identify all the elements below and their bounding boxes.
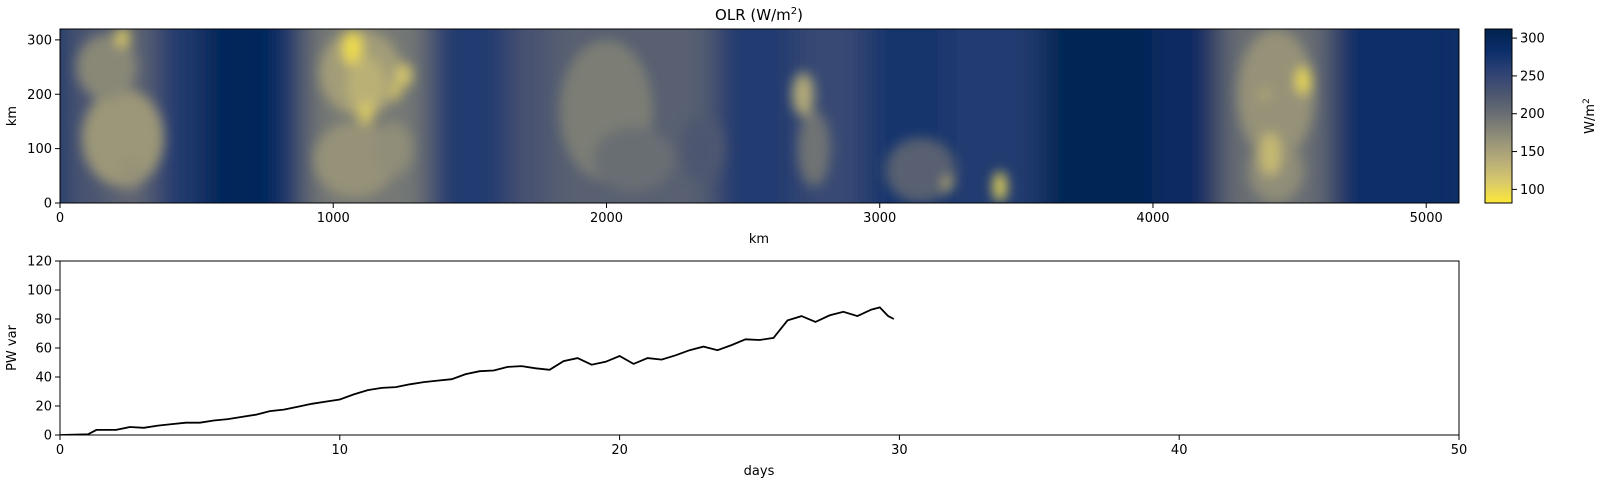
heatmap-cloud-feature — [792, 72, 815, 116]
heatmap-cloud-feature — [592, 126, 675, 193]
heatmap-x-tick-label: 3000 — [863, 211, 896, 226]
line-x-tick-label: 10 — [332, 443, 349, 458]
colorbar-gradient — [1484, 28, 1513, 204]
heatmap-x-tick-label: 4000 — [1136, 211, 1169, 226]
heatmap-cloud-feature — [944, 176, 952, 192]
colorbar-tick-label: 250 — [1520, 69, 1545, 84]
heatmap-x-axis: 0 1000 2000 3000 4000 5000 — [56, 203, 1443, 226]
heatmap-x-tick-label: 0 — [56, 211, 64, 226]
colorbar: 100 150 200 250 300 W/m2 — [1484, 28, 1598, 204]
heatmap-cloud-feature — [359, 102, 373, 125]
line-y-tick-label: 20 — [35, 400, 52, 415]
line-y-tick-label: 0 — [44, 429, 52, 444]
heatmap-band — [1151, 29, 1223, 203]
heatmap-band — [509, 29, 553, 203]
colorbar-ticks: 100 150 200 250 300 — [1512, 32, 1545, 198]
heatmap-title: OLR (W/m2) — [715, 6, 803, 24]
heatmap-y-tick-label: 100 — [27, 142, 52, 157]
line-frame — [59, 260, 1460, 436]
colorbar-tick-label: 300 — [1520, 32, 1545, 47]
line-x-tick-label: 20 — [611, 443, 628, 458]
heatmap-band — [947, 29, 1045, 203]
heatmap-cloud-feature — [1237, 29, 1315, 160]
heatmap-band — [714, 29, 799, 203]
line-panel: 0 10 20 30 40 50 0 20 40 60 80 100 120 days PW var — [5, 255, 1467, 480]
heatmap-cloud-feature — [396, 63, 412, 88]
colorbar-label: W/m2 — [1582, 98, 1598, 134]
heatmap-x-tick-label: 5000 — [1410, 211, 1443, 226]
heatmap-cloud-feature — [76, 34, 137, 100]
heatmap-x-tick-label: 2000 — [590, 211, 623, 226]
line-y-tick-label: 60 — [35, 342, 52, 357]
line-x-tick-label: 50 — [1451, 443, 1468, 458]
heatmap-frame — [59, 28, 1460, 204]
line-xlabel: days — [744, 464, 775, 479]
heatmap-band — [201, 29, 280, 203]
line-x-axis: 0 10 20 30 40 50 — [56, 435, 1467, 458]
line-y-axis: 0 20 40 60 80 100 120 — [27, 255, 60, 444]
heatmap-cloud-feature — [120, 156, 142, 190]
heatmap-cloud-feature — [81, 88, 164, 187]
heatmap-cloud-feature — [885, 137, 957, 203]
heatmap-ylabel: km — [5, 106, 20, 126]
heatmap-features — [76, 29, 1315, 203]
heatmap-panel: OLR (W/m2) 0 1000 2000 3000 4000 5000 0 100 200… — [5, 6, 1460, 247]
heatmap-y-tick-label: 300 — [27, 33, 52, 48]
heatmap-band — [1042, 29, 1154, 203]
line-y-tick-label: 40 — [35, 371, 52, 386]
heatmap-x-tick-label: 1000 — [317, 211, 350, 226]
heatmap-cloud-feature — [391, 82, 401, 101]
heatmap-y-tick-label: 0 — [44, 197, 52, 212]
heatmap-image — [60, 29, 1459, 203]
heatmap-cloud-feature — [342, 30, 362, 66]
line-x-tick-label: 0 — [56, 443, 64, 458]
line-y-tick-label: 120 — [27, 255, 52, 270]
heatmap-cloud-feature — [797, 110, 831, 187]
heatmap-cloud-feature — [116, 29, 130, 47]
line-x-tick-label: 40 — [1171, 443, 1188, 458]
heatmap-band — [1329, 29, 1459, 203]
colorbar-tick-label: 100 — [1520, 183, 1545, 198]
heatmap-cloud-feature — [1296, 67, 1311, 95]
heatmap-xlabel: km — [749, 232, 769, 247]
line-y-tick-label: 80 — [35, 313, 52, 328]
line-x-tick-label: 30 — [891, 443, 908, 458]
line-ylabel: PW var — [5, 324, 20, 370]
heatmap-band — [277, 29, 307, 203]
heatmap-cloud-feature — [1262, 88, 1268, 100]
heatmap-y-tick-label: 200 — [27, 88, 52, 103]
heatmap-y-axis: 0 100 200 300 — [27, 33, 60, 212]
pw-var-series-line — [60, 306, 895, 435]
heatmap-cloud-feature — [680, 116, 724, 182]
heatmap-band — [154, 29, 204, 203]
heatmap-cloud-feature — [346, 56, 386, 116]
heatmap-band — [427, 29, 512, 203]
heatmap-cloud-feature — [993, 171, 1007, 202]
colorbar-tick-label: 200 — [1520, 107, 1545, 122]
colorbar-tick-label: 150 — [1520, 145, 1545, 160]
heatmap-cloud-feature — [1259, 132, 1282, 176]
heatmap-cloud-feature — [374, 121, 413, 176]
line-y-tick-label: 100 — [27, 284, 52, 299]
